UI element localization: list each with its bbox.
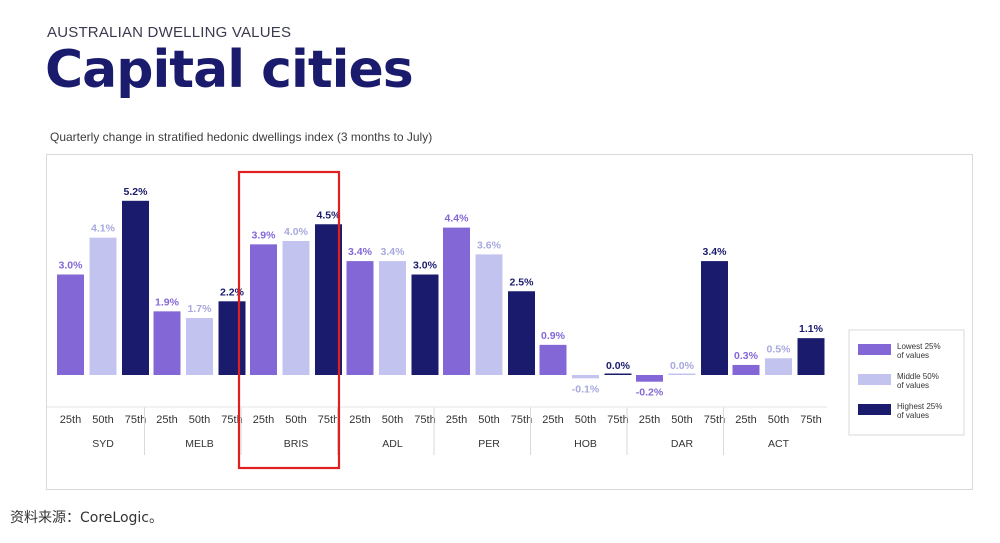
data-label: 3.4% (348, 246, 373, 258)
bar-melb-25th (153, 311, 181, 375)
tick-label: 25th (349, 414, 370, 426)
data-label: 0.0% (606, 360, 631, 372)
bar-dar-75th (701, 261, 728, 375)
bar-act-50th (765, 358, 792, 375)
bar-adl-50th (379, 261, 406, 375)
tick-label: 75th (511, 414, 532, 426)
tick-label: 75th (704, 414, 725, 426)
group-label-melb: MELB (185, 438, 214, 450)
highlight-box-bris (237, 170, 341, 470)
data-label: 2.2% (220, 286, 245, 298)
tick-label: 25th (542, 414, 563, 426)
tick-label: 25th (60, 414, 81, 426)
group-label-dar: DAR (671, 438, 694, 450)
group-label-syd: SYD (92, 438, 114, 450)
bar-bris-50th (282, 241, 310, 375)
group-label-hob: HOB (574, 438, 597, 450)
tick-label: 75th (318, 414, 339, 426)
legend-label-75th: of values (897, 411, 929, 420)
data-label: 3.0% (59, 260, 84, 272)
data-label: 4.5% (317, 209, 342, 221)
bar-hob-50th (572, 375, 599, 379)
legend-label-50th: of values (897, 381, 929, 390)
group-label-adl: ADL (382, 438, 403, 450)
bar-melb-50th (186, 318, 213, 375)
tick-label: 25th (446, 414, 467, 426)
data-label: 4.1% (91, 223, 116, 235)
group-label-per: PER (478, 438, 500, 450)
group-label-act: ACT (768, 438, 790, 450)
data-label: 3.0% (413, 260, 438, 272)
legend-label-25th: Lowest 25% (897, 342, 941, 351)
tick-label: 50th (382, 414, 403, 426)
data-label: 2.5% (510, 276, 535, 288)
data-label: 3.6% (477, 239, 502, 251)
data-label: 0.5% (767, 343, 792, 355)
bar-per-75th (508, 291, 535, 375)
source-note: 资料来源：CoreLogic。 (10, 510, 163, 526)
tick-label: 75th (221, 414, 242, 426)
bar-hob-75th (604, 373, 632, 375)
data-label: 1.9% (155, 296, 180, 308)
tick-label: 50th (768, 414, 789, 426)
data-label: 3.4% (703, 246, 728, 258)
bar-hob-25th (539, 344, 567, 375)
data-label: -0.2% (636, 387, 664, 399)
data-label: 3.4% (381, 246, 406, 258)
chart-subtitle: Quarterly change in stratified hedonic d… (50, 130, 433, 144)
bar-adl-25th (346, 261, 374, 375)
page-title: Capital cities (45, 40, 414, 100)
data-label: 1.7% (188, 303, 213, 315)
bar-melb-75th (218, 301, 246, 375)
bar-bris-25th (250, 244, 277, 375)
bar-adl-75th (411, 274, 439, 375)
bar-syd-50th (89, 237, 117, 375)
bar-syd-25th (57, 274, 84, 375)
bar-chart: 3.0% 25th 4.1% 50th 5.2% 75th SYD 1.9% 25th 1.7% 5… (47, 170, 965, 470)
legend-swatch-25th (858, 344, 891, 355)
tick-label: 75th (800, 414, 821, 426)
data-label: 4.0% (284, 226, 309, 238)
tick-label: 25th (253, 414, 274, 426)
legend-label-25th: of values (897, 351, 929, 360)
chart-kicker: AUSTRALIAN DWELLING VALUES (47, 24, 292, 41)
bar-bris-75th (315, 224, 342, 375)
legend-swatch-50th (858, 374, 891, 385)
tick-label: 50th (189, 414, 210, 426)
tick-label: 75th (414, 414, 435, 426)
data-label: -0.1% (572, 383, 600, 395)
bar-syd-75th (122, 200, 149, 375)
bar-dar-50th (668, 373, 696, 375)
data-label: 4.4% (445, 213, 470, 225)
legend-label-50th: Middle 50% (897, 372, 939, 381)
tick-label: 25th (156, 414, 177, 426)
tick-label: 50th (671, 414, 692, 426)
tick-label: 50th (285, 414, 306, 426)
bar-per-50th (475, 254, 503, 375)
bar-act-25th (732, 364, 760, 375)
bar-per-25th (443, 227, 470, 375)
legend-swatch-75th (858, 404, 891, 415)
data-label: 0.9% (541, 330, 566, 342)
tick-label: 50th (575, 414, 596, 426)
data-label: 0.0% (670, 360, 695, 372)
legend-label-75th: Highest 25% (897, 402, 942, 411)
data-label: 0.3% (734, 350, 759, 362)
chart-panel: 3.0% 25th 4.1% 50th 5.2% 75th SYD 1.9% 25th 1.7% 5… (46, 154, 973, 490)
tick-label: 50th (478, 414, 499, 426)
data-label: 3.9% (252, 229, 277, 241)
tick-label: 75th (125, 414, 146, 426)
tick-label: 25th (639, 414, 660, 426)
group-label-bris: BRIS (284, 438, 309, 450)
tick-label: 50th (92, 414, 113, 426)
bar-dar-25th (636, 375, 663, 382)
tick-label: 25th (735, 414, 756, 426)
data-label: 1.1% (799, 323, 824, 335)
tick-label: 75th (607, 414, 628, 426)
bar-act-75th (797, 338, 825, 375)
data-label: 5.2% (124, 186, 149, 198)
